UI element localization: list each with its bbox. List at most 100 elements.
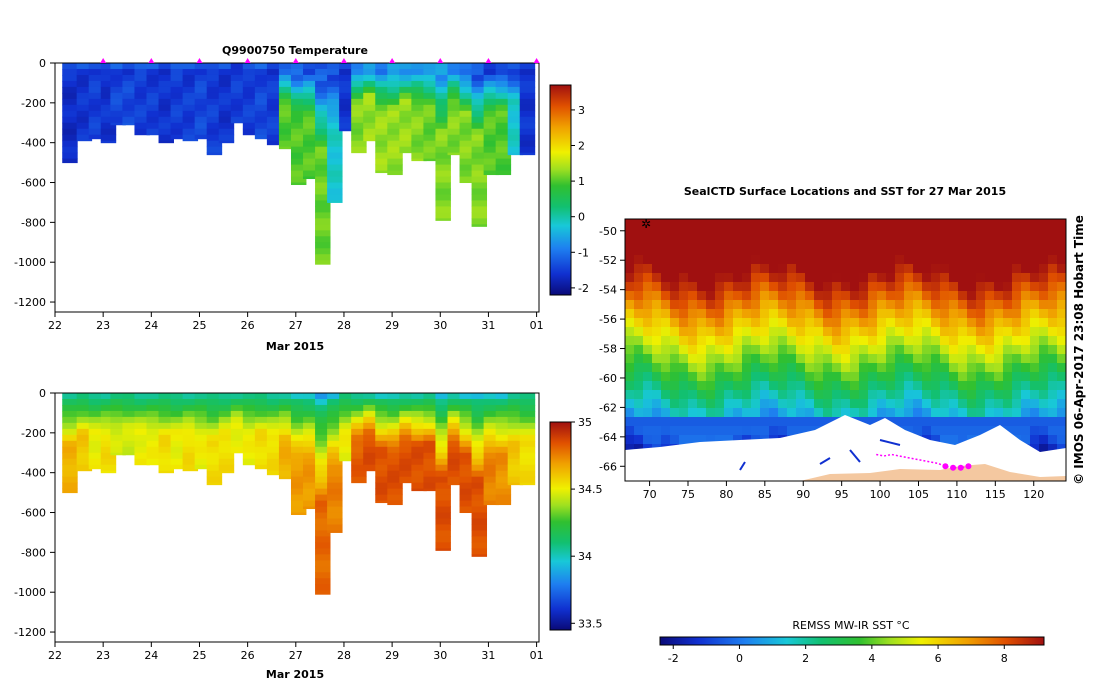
temperature-cell — [182, 104, 199, 112]
sst-cell — [877, 291, 887, 301]
temperature-cell — [158, 63, 174, 70]
temperature-cell — [351, 63, 367, 70]
salinity-cell — [363, 398, 379, 406]
salinity-cell — [315, 470, 331, 478]
sst-cell — [733, 363, 743, 373]
sst-cell — [949, 318, 959, 328]
temperature-cell — [375, 134, 391, 142]
temperature-cell — [423, 128, 439, 136]
sst-cell — [1012, 372, 1022, 382]
sst-cell — [1048, 435, 1058, 445]
temperature-cell — [483, 128, 500, 136]
salinity-cell — [206, 440, 223, 448]
y-tick-label: -400 — [21, 467, 46, 480]
sst-cell — [958, 228, 968, 238]
temperature-cell — [411, 146, 427, 154]
temperature-cell — [206, 86, 223, 94]
sst-cell — [841, 273, 851, 283]
salinity-cell — [182, 434, 199, 442]
sst-cell — [940, 426, 950, 436]
temperature-cell — [230, 63, 247, 70]
temperature-cell — [483, 116, 500, 124]
sst-cell — [904, 255, 914, 265]
sst-cell — [1057, 219, 1066, 229]
sst-cell — [724, 255, 734, 265]
temperature-cell — [447, 116, 463, 124]
sst-cell — [751, 237, 761, 247]
temperature-cell — [242, 63, 259, 70]
salinity-cell — [303, 482, 319, 490]
salinity-cell — [146, 416, 162, 424]
salinity-cell — [519, 434, 536, 442]
sst-cell — [922, 237, 932, 247]
salinity-cell — [206, 398, 223, 406]
sst-cell — [859, 246, 869, 256]
salinity-cell — [375, 500, 391, 504]
temperature-cell — [459, 128, 475, 136]
salinity-cell — [411, 416, 427, 424]
sst-cell — [634, 237, 644, 247]
sst-cell — [634, 264, 644, 274]
sst-cell — [904, 237, 914, 247]
temperature-cell — [447, 86, 463, 94]
temperature-cell — [278, 86, 295, 94]
sst-cell — [1003, 273, 1013, 283]
temperature-cell — [110, 63, 126, 70]
temperature-cell — [483, 98, 500, 106]
salinity-cell — [447, 404, 463, 412]
sst-cell — [913, 363, 923, 373]
salinity-cell — [351, 470, 367, 478]
sst-cell — [1021, 354, 1031, 364]
sst-cell — [679, 273, 689, 283]
sst-cell — [823, 273, 833, 283]
sst-cell — [742, 390, 752, 400]
temperature-cell — [495, 92, 512, 100]
temperature-cell — [206, 128, 223, 136]
salinity-cell — [62, 398, 78, 406]
sst-cell — [796, 246, 806, 256]
salinity-cell — [315, 434, 331, 442]
temperature-cell — [134, 86, 150, 94]
temperature-cell — [471, 128, 488, 136]
temperature-cell — [435, 218, 451, 221]
sst-cell — [841, 381, 851, 391]
temperature-cell — [471, 104, 488, 112]
sst-cell — [661, 255, 671, 265]
temperature-cell — [375, 63, 391, 70]
sst-cell — [661, 336, 671, 346]
sst-cell — [751, 345, 761, 355]
temperature-cell — [158, 80, 174, 88]
salinity-cell — [278, 452, 295, 460]
coastline-detail — [739, 439, 901, 471]
sst-cell — [697, 327, 707, 337]
salinity-cell — [290, 393, 307, 400]
sst-cell — [652, 291, 662, 301]
sst-cell — [1057, 318, 1066, 328]
sst-cell — [895, 228, 905, 238]
sst-colorbar-tick-label: 2 — [802, 652, 809, 665]
sst-cell — [697, 345, 707, 355]
sst-cell — [1057, 336, 1066, 346]
salinity-cell — [495, 470, 512, 478]
colorbar-tick-label: 33.5 — [578, 617, 603, 630]
sst-cell — [661, 327, 671, 337]
x-tick-label: 01 — [530, 319, 544, 332]
sst-cell — [751, 399, 761, 409]
sst-cell — [958, 255, 968, 265]
sst-cell — [832, 336, 842, 346]
salinity-cell — [519, 422, 536, 430]
sst-cell — [1021, 381, 1031, 391]
sst-cell — [796, 426, 806, 436]
sst-cell — [760, 354, 770, 364]
temperature-cell — [483, 68, 500, 76]
salinity-cell — [375, 440, 391, 448]
sst-cell — [868, 408, 878, 418]
sst-cell — [733, 309, 743, 319]
sst-cell — [832, 264, 842, 274]
sst-cell — [913, 372, 923, 382]
sst-cell — [679, 399, 689, 409]
sst-cell — [913, 291, 923, 301]
temperature-cell — [507, 63, 524, 70]
sst-cell — [850, 408, 860, 418]
sst-cell — [1057, 228, 1066, 238]
